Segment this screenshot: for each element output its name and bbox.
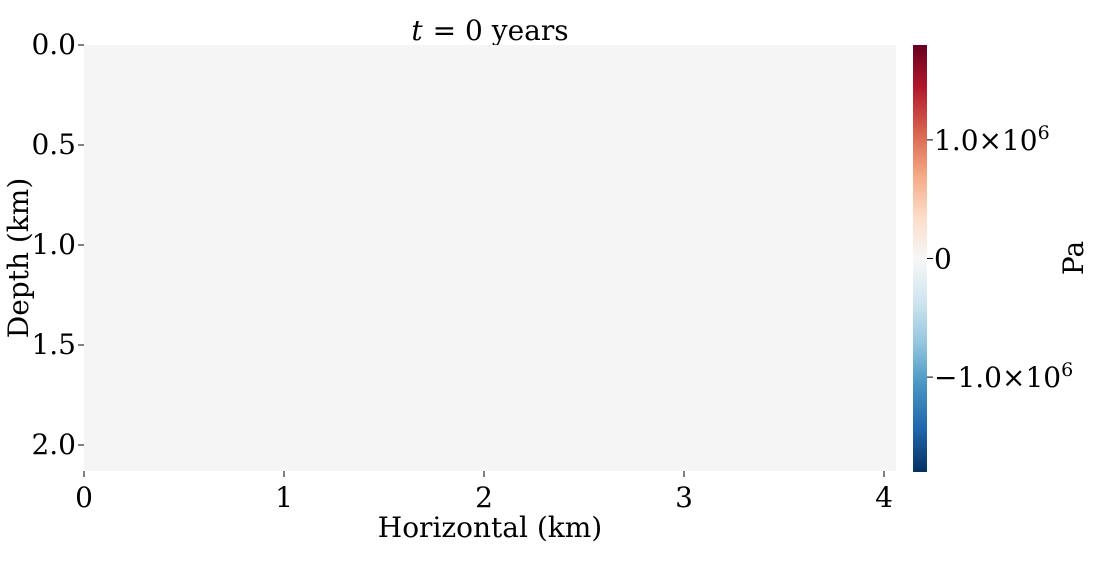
colorbar-tick-label: 0 (934, 243, 952, 276)
x-tick-label: 3 (675, 481, 693, 514)
y-tick-label: 1.5 (31, 328, 76, 361)
colorbar (913, 45, 927, 472)
x-tick-label: 4 (875, 481, 893, 514)
x-tick-label: 0 (75, 481, 93, 514)
y-tick-label: 1.0 (31, 228, 76, 261)
x-axis: 0 1 2 3 4 (75, 471, 893, 514)
colorbar-tick-label: −1.0×106 (934, 359, 1073, 394)
colorbar-ticks: −1.0×106 0 1.0×106 (927, 122, 1073, 394)
title-variable: t (411, 14, 423, 47)
y-axis-label: Depth (km) (2, 178, 35, 339)
chart-title: t = 0 years (411, 14, 568, 47)
x-tick-label: 1 (275, 481, 293, 514)
y-axis: 0.0 0.5 1.0 1.5 2.0 (31, 28, 84, 461)
heatmap-field (84, 45, 896, 471)
y-tick-label: 0.0 (31, 28, 76, 61)
colorbar-tick-label: 1.0×106 (934, 122, 1050, 157)
y-tick-label: 0.5 (31, 128, 76, 161)
title-text: = 0 years (433, 14, 569, 47)
x-tick-label: 2 (475, 481, 493, 514)
y-tick-label: 2.0 (31, 428, 76, 461)
colorbar-label: Pa (1057, 241, 1090, 275)
x-axis-label: Horizontal (km) (378, 511, 602, 544)
